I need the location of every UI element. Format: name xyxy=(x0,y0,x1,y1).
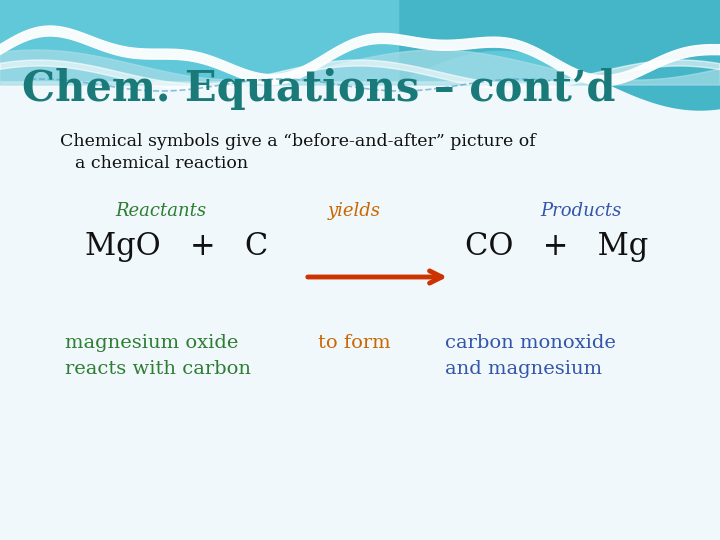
Text: yields: yields xyxy=(328,202,381,220)
Polygon shape xyxy=(0,26,720,86)
Text: to form: to form xyxy=(318,334,391,352)
Text: magnesium oxide: magnesium oxide xyxy=(65,334,238,352)
Text: Reactants: Reactants xyxy=(115,202,206,220)
Text: CO   +   Mg: CO + Mg xyxy=(465,231,648,262)
Text: Products: Products xyxy=(540,202,621,220)
Polygon shape xyxy=(400,0,720,110)
Bar xyxy=(0,0,720,80)
Text: reacts with carbon: reacts with carbon xyxy=(65,360,251,378)
Text: and magnesium: and magnesium xyxy=(445,360,602,378)
Text: carbon monoxide: carbon monoxide xyxy=(445,334,616,352)
Text: Chemical symbols give a “before-and-after” picture of: Chemical symbols give a “before-and-afte… xyxy=(60,133,536,150)
Text: a chemical reaction: a chemical reaction xyxy=(75,155,248,172)
Text: Chem. Equations – cont’d: Chem. Equations – cont’d xyxy=(22,68,616,110)
Text: MgO   +   C: MgO + C xyxy=(85,231,269,262)
Polygon shape xyxy=(0,60,720,90)
Polygon shape xyxy=(0,50,720,85)
